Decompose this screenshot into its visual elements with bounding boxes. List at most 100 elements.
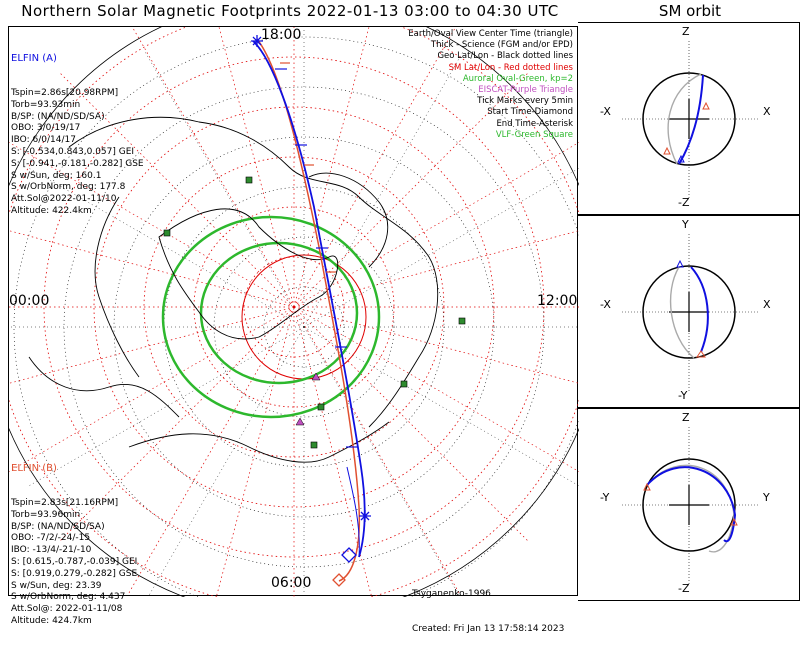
elfin-a-asterisk <box>359 510 371 522</box>
orbit-triangle <box>663 146 671 155</box>
elfin-a-header: ELFIN (A) <box>11 52 57 64</box>
eiscat-triangle <box>311 372 321 381</box>
legend: Earth/Oval View Center Time (triangle) Th… <box>408 29 573 141</box>
legend-item: Earth/Oval View Center Time (triangle) <box>408 29 573 39</box>
sm-lon-line <box>293 306 579 384</box>
geo-lon-line <box>26 166 305 328</box>
elfin-b-header: ELFIN (B) <box>11 462 57 474</box>
elfin-a-track <box>252 40 366 558</box>
info-line: S w/Sun, deg: 23.39 <box>11 580 102 591</box>
sm-lon-line <box>131 27 295 308</box>
orbit-xy-svg <box>622 234 760 392</box>
info-line: Altitude: 424.7km <box>11 615 92 626</box>
coastline <box>128 421 390 463</box>
elfin-b-track <box>256 38 361 582</box>
orbit-panel-yz: Z -Z -Y Y <box>578 408 800 601</box>
orbit-track-gray <box>667 73 702 165</box>
sm-lon-line <box>293 142 579 308</box>
sm-lon-line <box>293 73 528 308</box>
sm-lon-line <box>128 306 295 593</box>
orbit-xy-top-label: Y <box>682 218 689 231</box>
legend-item: End Time-Asterisk <box>496 118 573 129</box>
coastline <box>308 172 389 268</box>
orbit-triangle <box>643 482 651 491</box>
vlf-square <box>458 317 466 325</box>
sm-lon-line <box>215 306 295 597</box>
orbit-panel-xz: Z -Z -X X <box>578 22 800 215</box>
sm-lon-line <box>9 306 295 472</box>
info-line: B/SP: (NA/ND/SD/SA) <box>11 111 105 122</box>
info-line: S w/OrbNorm, deg: 177.8 <box>11 182 126 193</box>
polar-map: Earth/Oval View Center Time (triangle) Th… <box>8 26 579 634</box>
info-line: S: [-0.941,-0.181,-0.282] GSE <box>11 158 144 169</box>
info-line: Tspin=2.83s[21.16RPM] <box>11 497 119 508</box>
orbit-track-elfin-a <box>646 466 737 543</box>
orbit-triangle <box>676 259 684 268</box>
info-line: Torb=93.93min <box>11 99 81 110</box>
eiscat-triangle <box>295 417 305 426</box>
orbit-xz-right-label: X <box>763 105 771 118</box>
orbit-triangle <box>696 350 706 358</box>
legend-item: Start Time-Diamond <box>487 107 573 118</box>
sm-lon-line <box>293 27 370 308</box>
sm-orbit-panels: Z -Z -X X Y -Y -X X Z -Z -Y Y <box>578 22 800 601</box>
info-line: IBO: -13/4/-21/-10 <box>11 545 92 556</box>
sm-lon-line <box>293 306 579 472</box>
legend-item: VLF-Green Square <box>495 129 573 140</box>
info-line: S w/OrbNorm, deg: 4.437 <box>11 592 126 603</box>
coastline <box>94 196 140 378</box>
auroral-oval-inner <box>199 241 359 385</box>
orbit-panel-xy: Y -Y -X X <box>578 215 800 408</box>
legend-item: Thick - Science (FGM and/or EPD) <box>430 40 573 51</box>
orbit-triangle <box>677 154 685 163</box>
orbit-xz-top-label: Z <box>682 25 690 38</box>
time-label-bottom: 06:00 <box>271 575 312 591</box>
orbit-yz-right-label: Y <box>763 491 770 504</box>
geo-lat-circle <box>213 236 395 418</box>
vlf-square <box>163 229 171 237</box>
elfin-a-track-return <box>346 466 360 558</box>
time-label-right: 12:00 <box>537 293 578 309</box>
orbit-xy-bottom-label: -Y <box>678 389 688 402</box>
legend-item: Geo Lat/Lon - Black dotted lines <box>437 51 573 62</box>
vlf-square <box>245 176 253 184</box>
sm-lon-line <box>218 27 295 308</box>
sm-lon-line <box>60 73 295 308</box>
auroral-oval-outer <box>161 215 381 419</box>
orbit-xz-left-label: -X <box>600 105 611 118</box>
geo-lon-line <box>303 49 465 328</box>
info-line: S w/Sun, deg: 160.1 <box>11 170 102 181</box>
info-line: S: [-0.534,0.843,0.057] GEI <box>11 146 135 157</box>
vlf-square <box>317 403 325 411</box>
orbit-yz-svg <box>622 427 760 585</box>
geo-lon-line <box>303 326 461 597</box>
vlf-square <box>400 380 408 388</box>
info-line: IBO: 6/0/14/17 <box>11 135 76 146</box>
sm-lon-line <box>293 306 528 541</box>
orbit-yz-bottom-label: -Z <box>678 582 690 595</box>
orbit-track-elfin-a <box>690 266 709 353</box>
info-line: Att.Sol@: 2022-01-11/08 <box>11 604 123 615</box>
orbit-track-gray <box>669 266 695 359</box>
coastline <box>28 356 180 418</box>
legend-item: Tick Marks every 5min <box>477 96 573 107</box>
geo-lat-circle <box>113 136 495 518</box>
info-line: Torb=93.96min <box>11 509 81 520</box>
sm-lon-line <box>293 306 373 597</box>
orbit-track-elfin-a <box>678 74 704 165</box>
elfin-b-start-diamond <box>332 573 346 587</box>
time-label-top: 18:00 <box>261 27 302 43</box>
orbit-yz-top-label: Z <box>682 411 690 424</box>
orbit-triangle <box>702 101 710 110</box>
sm-lon-line <box>293 230 579 308</box>
sm-lon-line <box>293 306 460 593</box>
coastline <box>68 116 439 428</box>
coastline <box>158 208 339 340</box>
elfin-b-info: ELFIN (B) Tspin=2.83s[21.16RPM] Torb=93.9… <box>11 439 137 651</box>
info-line: Tspin=2.86s[20.98RPM] <box>11 87 119 98</box>
geo-lon-line <box>303 326 579 487</box>
info-line: B/SP: (NA/ND/SD/SA) <box>11 521 105 532</box>
geo-lon-line <box>26 326 305 488</box>
orbit-yz-left-label: -Y <box>600 491 610 504</box>
page-title: Northern Solar Magnetic Footprints 2022-… <box>21 2 559 20</box>
